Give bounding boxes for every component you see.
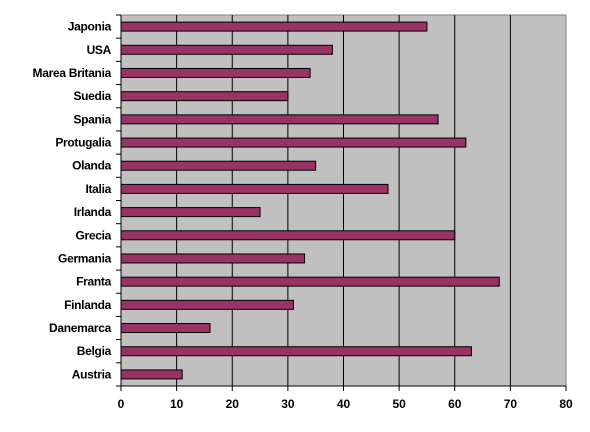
axes — [116, 14, 567, 391]
bar-marea-britania — [120, 67, 311, 78]
category-label: Marea Britania — [33, 66, 112, 80]
bar-suedia — [120, 91, 289, 102]
bar-finlanda — [120, 299, 294, 310]
category-label: Japonia — [68, 20, 112, 34]
category-label: Finlanda — [64, 298, 112, 312]
bar-olanda — [120, 160, 317, 171]
x-tick-label: 60 — [448, 397, 462, 411]
x-tick-label: 0 — [118, 397, 125, 411]
category-label: Grecia — [75, 228, 111, 242]
x-tick-label: 80 — [559, 397, 573, 411]
category-label: Austria — [72, 367, 112, 381]
bar-austria — [120, 369, 183, 380]
bar-danemarca — [120, 323, 211, 334]
x-tick-label: 70 — [504, 397, 518, 411]
category-label: Italia — [85, 182, 111, 196]
labels: 0 10 20 30 40 50 60 70 80 Japonia USA Marea Britani… — [33, 20, 573, 411]
bar-irlanda — [120, 207, 261, 218]
bar-italia — [120, 183, 389, 194]
category-label: Irlanda — [74, 205, 112, 219]
x-tick-label: 10 — [170, 397, 184, 411]
x-tick-label: 40 — [337, 397, 351, 411]
bar-usa — [120, 44, 333, 55]
category-label: Danemarca — [49, 321, 112, 335]
category-label: Germania — [58, 251, 112, 265]
category-label: Franta — [76, 275, 112, 289]
bar-spania — [120, 114, 439, 125]
category-label: Suedia — [73, 89, 111, 103]
x-tick-label: 50 — [392, 397, 406, 411]
bar-japonia — [120, 21, 428, 32]
bar-protugalia — [120, 137, 467, 148]
bar-belgia — [120, 346, 472, 357]
category-label: Olanda — [72, 159, 112, 173]
bars — [120, 21, 500, 380]
category-label: USA — [87, 43, 112, 57]
category-label: Protugalia — [55, 136, 111, 150]
x-tick-label: 30 — [281, 397, 295, 411]
category-label: Belgia — [77, 344, 112, 358]
bar-grecia — [120, 230, 456, 241]
bar-germania — [120, 253, 306, 264]
category-label: Spania — [73, 112, 111, 126]
bar-franta — [120, 276, 500, 287]
x-tick-label: 20 — [226, 397, 240, 411]
